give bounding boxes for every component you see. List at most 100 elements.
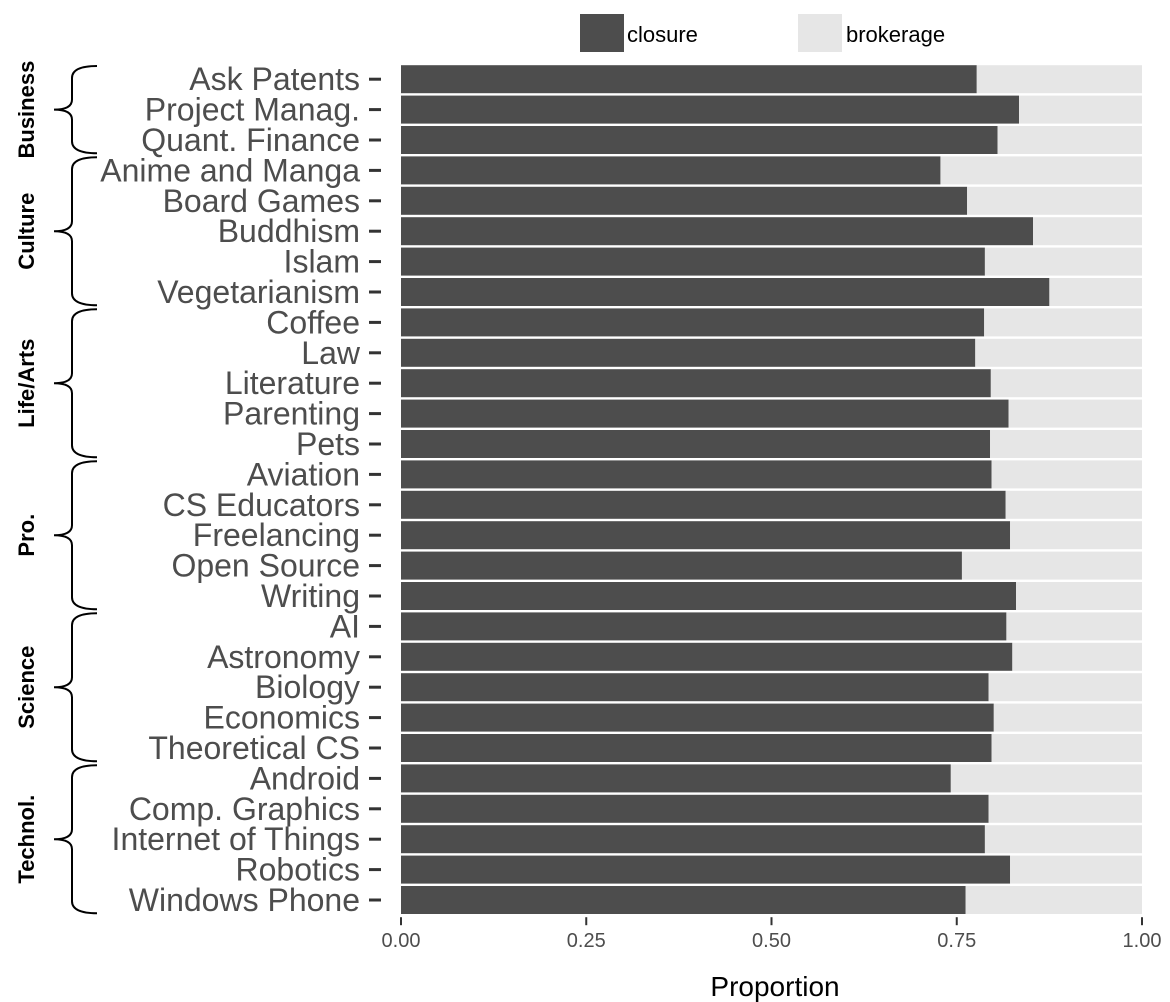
bar-brokerage-quant-finance [997,126,1142,154]
bar-closure-parenting [401,399,1009,428]
bar-brokerage-pets [990,430,1142,458]
group-label-business: Business [14,61,39,159]
category-label-law: Law [301,335,361,371]
x-axis-title: Proportion [710,971,839,1002]
group-bracket-science [53,612,98,763]
bar-closure-anime-and-manga [401,156,941,185]
bar-closure-vegetarianism [401,278,1050,306]
bar-brokerage-comp-graphics [988,794,1142,823]
bar-brokerage-writing [1016,582,1142,610]
bar-closure-pets [401,430,991,458]
x-tick-label-0: 0.00 [382,930,421,952]
category-label-internet-of-things: Internet of Things [112,821,360,857]
bar-closure-biology [401,673,989,702]
bar-closure-comp-graphics [401,794,989,823]
bar-closure-ai [401,612,1007,641]
group-label-life-arts: Life/Arts [14,339,39,428]
bar-closure-astronomy [401,642,1013,671]
x-axis: 0.00 0.25 0.50 0.75 1.00 [382,917,1162,952]
legend-label-closure: closure [627,22,698,47]
category-label-theoretical-cs: Theoretical CS [148,730,360,766]
category-label-ai: AI [330,608,360,644]
group-brackets: Business Culture Life/Arts Pro. Science Techn… [14,61,98,915]
bar-brokerage-literature [990,369,1142,398]
bar-brokerage-theoretical-cs [991,734,1142,762]
bar-brokerage-astronomy [1012,642,1142,671]
bar-brokerage-vegetarianism [1049,278,1142,306]
group-bracket-business [53,65,98,155]
category-label-ask-patents: Ask Patents [189,61,360,97]
category-label-windows-phone: Windows Phone [129,882,360,918]
bar-closure-freelancing [401,521,1011,550]
category-label-android: Android [250,760,360,796]
category-label-astronomy: Astronomy [207,639,360,675]
bar-brokerage-coffee [984,308,1142,337]
bar-closure-buddhism [401,217,1034,246]
category-label-pets: Pets [296,426,360,462]
bar-closure-project-manag [401,95,1019,124]
bar-brokerage-buddhism [1033,217,1142,246]
bar-brokerage-aviation [991,460,1142,489]
category-label-parenting: Parenting [223,396,360,432]
bar-brokerage-freelancing [1010,521,1142,550]
bar-closure-islam [401,247,985,276]
category-label-board-games: Board Games [163,183,360,219]
x-tick-label-1: 0.25 [567,930,606,952]
x-tick-label-4: 1.00 [1123,930,1162,952]
bar-closure-windows-phone [401,886,966,914]
bar-brokerage-anime-and-manga [940,156,1142,185]
group-label-science: Science [14,646,39,729]
category-label-writing: Writing [261,578,360,614]
bar-closure-board-games [401,186,968,215]
bar-brokerage-open-source [961,551,1142,580]
bar-closure-quant-finance [401,126,998,154]
category-label-biology: Biology [255,669,360,705]
bar-brokerage-parenting [1008,399,1142,428]
bar-brokerage-economics [993,703,1142,732]
category-label-quant-finance: Quant. Finance [141,122,360,158]
group-label-pro: Pro. [14,514,39,557]
bar-brokerage-android [950,764,1142,793]
legend-label-brokerage: brokerage [846,22,945,47]
legend: closure brokerage [580,14,945,52]
group-label-culture: Culture [14,193,39,270]
category-label-project-manag: Project Manag. [145,92,360,128]
category-label-aviation: Aviation [247,456,360,492]
bar-brokerage-ask-patents [976,65,1142,94]
category-label-anime-and-manga: Anime and Manga [100,152,360,188]
bar-closure-theoretical-cs [401,734,992,762]
bar-closure-writing [401,582,1017,610]
bars [401,65,1142,914]
group-bracket-culture [53,156,98,307]
category-label-coffee: Coffee [266,304,360,340]
legend-swatch-brokerage [798,14,842,52]
bar-closure-robotics [401,855,1011,884]
bar-closure-internet-of-things [401,825,985,854]
bar-closure-ask-patents [401,65,977,94]
bar-brokerage-biology [988,673,1142,702]
category-label-comp-graphics: Comp. Graphics [129,791,360,827]
bar-closure-open-source [401,551,962,580]
bar-brokerage-law [975,338,1142,367]
bar-closure-android [401,764,951,793]
bar-closure-literature [401,369,991,398]
group-label-technol: Technol. [14,795,39,884]
bar-brokerage-windows-phone [965,886,1142,914]
category-label-literature: Literature [225,365,360,401]
category-label-buddhism: Buddhism [218,213,360,249]
category-label-cs-educators: CS Educators [163,487,360,523]
bar-closure-aviation [401,460,992,489]
x-tick-label-2: 0.50 [752,930,791,952]
bar-closure-economics [401,703,994,732]
category-label-robotics: Robotics [236,852,361,888]
legend-swatch-closure [580,14,624,52]
bar-brokerage-ai [1006,612,1142,641]
bar-closure-cs-educators [401,490,1006,519]
group-bracket-life-arts [53,308,98,459]
category-label-vegetarianism: Vegetarianism [157,274,360,310]
bar-brokerage-internet-of-things [984,825,1142,854]
bar-brokerage-islam [984,247,1142,276]
x-tick-label-3: 0.75 [937,930,976,952]
